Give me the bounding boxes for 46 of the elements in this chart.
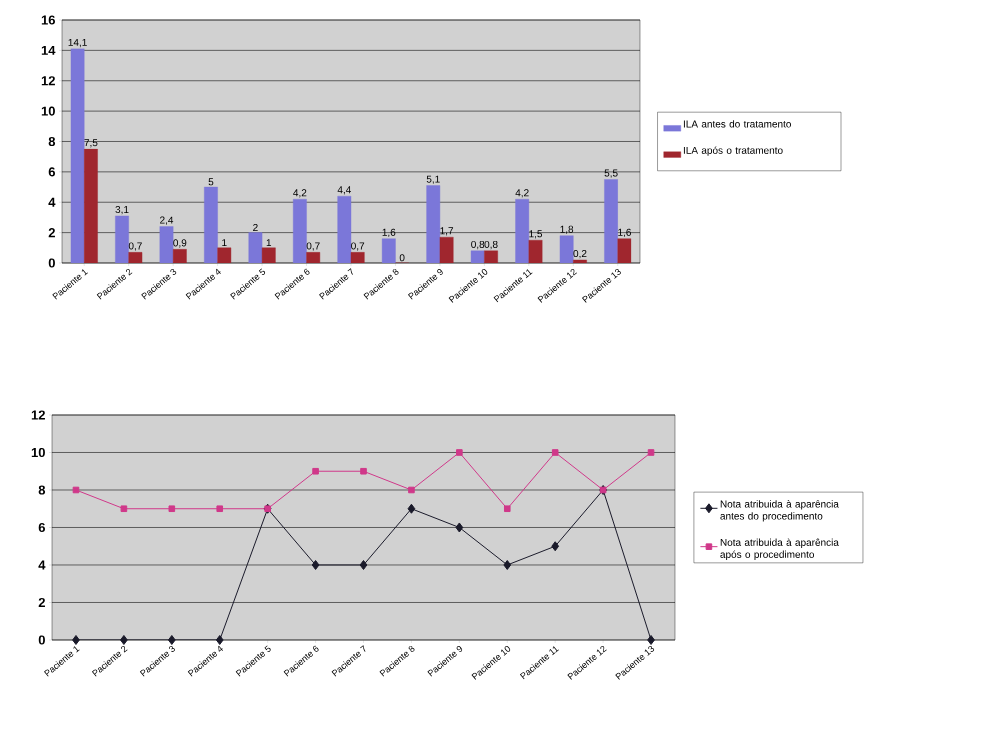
y-tick-label: 0: [48, 258, 55, 268]
y-tick-label: 12: [41, 76, 55, 86]
data-label: 2: [253, 223, 258, 231]
data-label: 1,5: [529, 230, 543, 239]
data-label: 4,2: [515, 189, 529, 198]
y-tick-label: 10: [31, 447, 45, 458]
data-label: 3,1: [115, 205, 129, 215]
data-label: 1,7: [440, 227, 454, 236]
data-label: 5,1: [426, 175, 440, 184]
data-label: 4,2: [293, 189, 307, 198]
legend-label: ILA antes do tratamento: [683, 120, 791, 128]
data-label: 4,4: [337, 186, 351, 195]
y-tick-label: 2: [38, 597, 45, 608]
data-label: 1: [266, 239, 272, 247]
y-tick-label: 8: [48, 136, 56, 147]
y-tick-label: 6: [48, 167, 55, 177]
data-label: 1,6: [618, 228, 631, 237]
data-label: 2,4: [160, 216, 174, 225]
data-label: 0,2: [573, 249, 587, 259]
data-label: 0,7: [128, 242, 142, 251]
legend-label: Nota atribuida à aparência após o procedimento: [720, 538, 839, 560]
data-label: 0,7: [306, 242, 320, 251]
y-tick-label: 16: [41, 15, 55, 25]
y-tick-label: 2: [48, 228, 55, 238]
data-label: 14,1: [68, 38, 87, 48]
y-tick-label: 8: [38, 485, 46, 495]
y-tick-label: 4: [48, 197, 56, 207]
data-label: 0,8: [484, 240, 498, 250]
data-label: 0: [399, 254, 405, 262]
y-tick-label: 14: [41, 45, 56, 55]
legend-label: Nota atribuida à aparência antes do procedimento: [720, 500, 839, 522]
y-tick-label: 12: [31, 410, 45, 420]
y-tick-label: 6: [38, 522, 46, 533]
data-label: 1,8: [560, 225, 574, 234]
y-tick-label: 10: [41, 106, 55, 116]
data-label: 7,5: [84, 139, 98, 148]
data-label: 0,8: [471, 240, 485, 250]
data-label: 5,5: [604, 169, 618, 178]
data-label: 0,9: [173, 239, 187, 248]
legend-label: ILA após o tratamento: [683, 146, 783, 156]
data-label: 0,7: [351, 242, 365, 251]
data-label: 1,6: [382, 228, 396, 237]
y-tick-label: 4: [38, 560, 46, 570]
data-label: 5: [208, 178, 214, 186]
y-tick-label: 0: [38, 635, 45, 645]
data-label: 1: [222, 239, 227, 247]
